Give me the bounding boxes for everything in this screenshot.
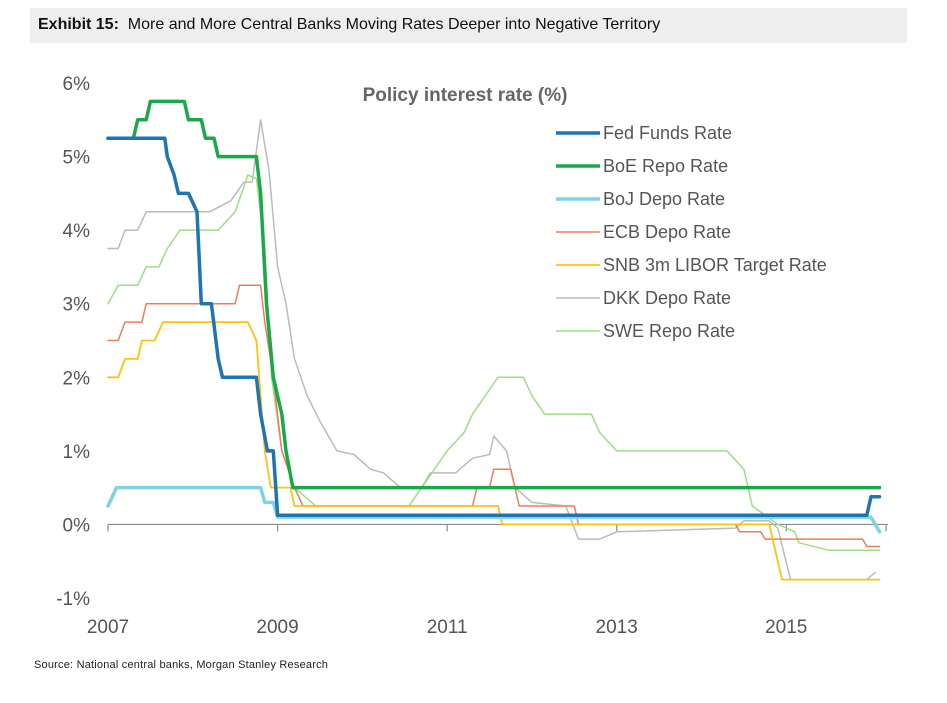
y-tick-label: 3% [63, 295, 91, 316]
policy-rate-chart: -1% 0% 1% 2% 3% 4% 5% 6% 2007 2009 2011 2013 2015 P… [56, 74, 888, 638]
source-note: Source: National central banks, Morgan S… [34, 659, 329, 671]
x-tick-label: 2007 [87, 617, 129, 638]
legend: Fed Funds Rate BoE Repo Rate BoJ Depo Rate… [556, 123, 827, 341]
legend-label: SWE Repo Rate [603, 321, 735, 341]
legend-label: SNB 3m LIBOR Target Rate [603, 255, 827, 275]
exhibit-title-text: More and More Central Banks Moving Rates… [127, 16, 661, 33]
y-tick-label: 1% [63, 442, 91, 463]
exhibit-header-band [30, 8, 907, 43]
chart-title: Policy interest rate (%) [363, 85, 568, 106]
y-tick-label: 0% [63, 515, 91, 536]
legend-label: ECB Depo Rate [603, 222, 731, 242]
series-line-swe-repo-rate [107, 174, 881, 551]
x-axis-ticks: 2007 2009 2011 2013 2015 [87, 524, 887, 638]
series-lines [106, 99, 882, 581]
legend-label: BoJ Depo Rate [603, 189, 725, 209]
series-line-snb-3m-libor-target-rate [107, 321, 881, 581]
legend-label: DKK Depo Rate [603, 288, 731, 308]
y-axis-ticks: -1% 0% 1% 2% 3% 4% 5% 6% [56, 74, 90, 610]
x-tick-label: 2011 [427, 617, 468, 638]
x-tick-label: 2013 [596, 617, 638, 638]
series-line-dkk-depo-rate [107, 119, 877, 581]
y-tick-label: 2% [63, 368, 91, 389]
series-line-fed-funds-rate [106, 136, 882, 517]
y-tick-label: 5% [63, 148, 91, 169]
series-line-boe-repo-rate [106, 99, 882, 490]
series-line-boj-depo-rate [106, 485, 882, 534]
legend-label: Fed Funds Rate [603, 123, 732, 143]
x-tick-label: 2015 [765, 617, 807, 638]
series-line-ecb-depo-rate [107, 284, 881, 548]
y-tick-label: 4% [63, 221, 91, 242]
exhibit-label: Exhibit 15: [38, 16, 119, 33]
legend-label: BoE Repo Rate [603, 156, 728, 176]
y-tick-label: 6% [63, 74, 91, 95]
exhibit-title: Exhibit 15: More and More Central Banks … [38, 16, 660, 34]
y-tick-label: -1% [56, 589, 90, 610]
x-tick-label: 2009 [256, 617, 298, 638]
